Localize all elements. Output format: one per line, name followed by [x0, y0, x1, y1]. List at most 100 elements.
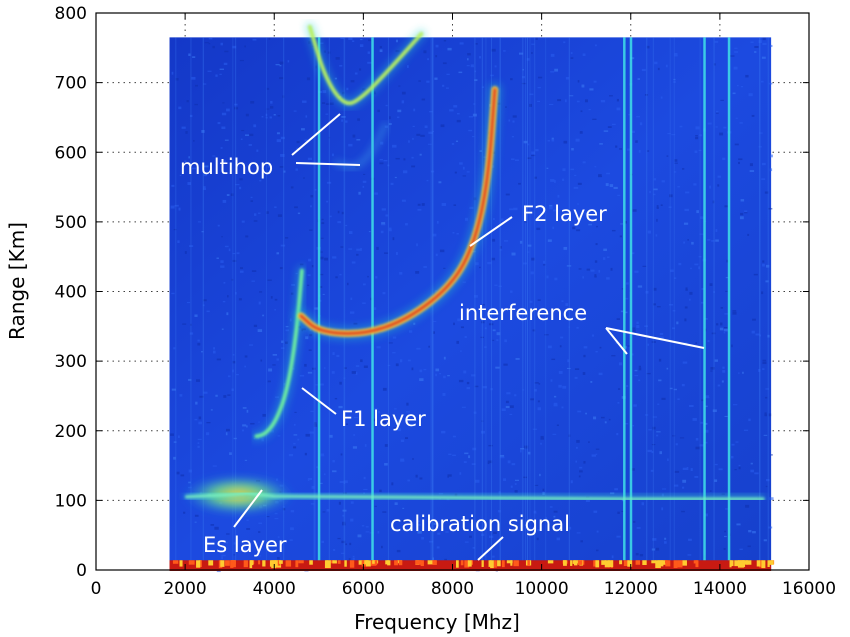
noise-speck: [274, 518, 279, 520]
noise-speck: [192, 56, 196, 58]
noise-speck: [606, 172, 611, 175]
noise-speck: [529, 103, 532, 107]
noise-speck: [301, 328, 306, 331]
noise-speck: [755, 333, 760, 336]
calibration-speck: [734, 560, 740, 567]
noise-speck: [762, 37, 766, 41]
noise-speck: [549, 506, 553, 508]
noise-speck: [572, 226, 576, 230]
noise-speck: [563, 140, 568, 144]
noise-speck: [560, 336, 564, 339]
noise-speck: [710, 367, 715, 370]
noise-speck: [406, 65, 409, 68]
noise-speck: [201, 231, 204, 233]
noise-speck: [749, 163, 753, 167]
noise-speck: [285, 341, 288, 344]
noise-speck: [389, 116, 391, 120]
noise-speck: [759, 334, 761, 337]
noise-speck: [709, 185, 711, 189]
f2-layer-trace: [299, 88, 497, 335]
calibration-speck: [660, 560, 667, 565]
noise-speck: [649, 190, 651, 194]
noise-speck: [725, 277, 729, 279]
noise-speck: [527, 244, 532, 247]
noise-speck: [337, 210, 340, 214]
noise-speck: [454, 171, 457, 174]
noise-speck: [620, 223, 624, 225]
noise-speck: [367, 275, 369, 278]
noise-speck: [364, 444, 367, 447]
noise-speck: [634, 369, 638, 372]
noise-speck: [191, 167, 196, 170]
calibration-speck: [225, 560, 230, 566]
noise-speck: [325, 113, 329, 115]
noise-streak: [499, 37, 501, 570]
noise-speck: [588, 223, 593, 226]
noise-speck: [412, 125, 415, 127]
noise-speck: [661, 397, 666, 400]
calibration-speck: [432, 560, 437, 565]
noise-speck: [187, 182, 191, 185]
noise-speck: [241, 220, 245, 223]
calibration-speck: [455, 560, 459, 568]
f2-layer-line: [469, 216, 513, 247]
noise-speck: [429, 111, 433, 113]
noise-speck: [487, 261, 492, 265]
noise-speck: [656, 434, 659, 437]
noise-speck: [642, 265, 647, 267]
noise-speck: [362, 185, 365, 188]
noise-speck: [554, 277, 558, 281]
noise-speck: [742, 371, 744, 374]
noise-speck: [219, 68, 224, 70]
noise-speck: [342, 521, 346, 525]
noise-speck: [574, 376, 578, 379]
noise-speck: [656, 306, 661, 308]
noise-speck: [731, 344, 733, 348]
noise-streak: [545, 37, 547, 570]
annotation-calibration-signal: calibration signal: [390, 512, 570, 536]
noise-speck: [711, 240, 715, 242]
noise-speck: [698, 256, 702, 258]
noise-speck: [311, 264, 314, 268]
noise-speck: [537, 407, 541, 411]
calibration-speck: [179, 560, 183, 567]
noise-speck: [574, 174, 577, 177]
noise-speck: [646, 150, 650, 152]
noise-speck: [750, 469, 754, 473]
calibration-speck: [398, 560, 403, 566]
noise-speck: [383, 160, 388, 162]
noise-streak: [646, 37, 648, 570]
noise-speck: [700, 421, 704, 424]
calibration-speck: [337, 560, 341, 564]
noise-speck: [223, 395, 227, 398]
noise-speck: [345, 423, 348, 425]
noise-speck: [305, 336, 309, 340]
noise-speck: [233, 554, 236, 556]
noise-speck: [308, 258, 312, 262]
noise-speck: [339, 381, 342, 385]
noise-speck: [523, 262, 527, 265]
noise-speck: [419, 378, 424, 382]
noise-speck: [762, 361, 767, 365]
noise-speck: [382, 387, 387, 391]
noise-speck: [294, 411, 297, 413]
noise-speck: [499, 249, 503, 251]
noise-speck: [269, 106, 274, 109]
noise-streak: [313, 37, 315, 570]
noise-speck: [510, 78, 513, 81]
noise-speck: [342, 509, 347, 512]
noise-speck: [481, 303, 485, 306]
noise-streak: [266, 37, 268, 570]
noise-speck: [320, 42, 324, 44]
noise-speck: [738, 464, 741, 467]
noise-speck: [682, 361, 688, 364]
noise-speck: [505, 400, 509, 404]
noise-speck: [722, 370, 726, 373]
noise-streak: [525, 37, 527, 570]
noise-speck: [510, 290, 513, 293]
noise-speck: [315, 65, 317, 69]
noise-speck: [536, 227, 541, 231]
noise-speck: [221, 126, 226, 130]
y-tick-label: 700: [55, 74, 87, 94]
noise-speck: [282, 506, 286, 508]
